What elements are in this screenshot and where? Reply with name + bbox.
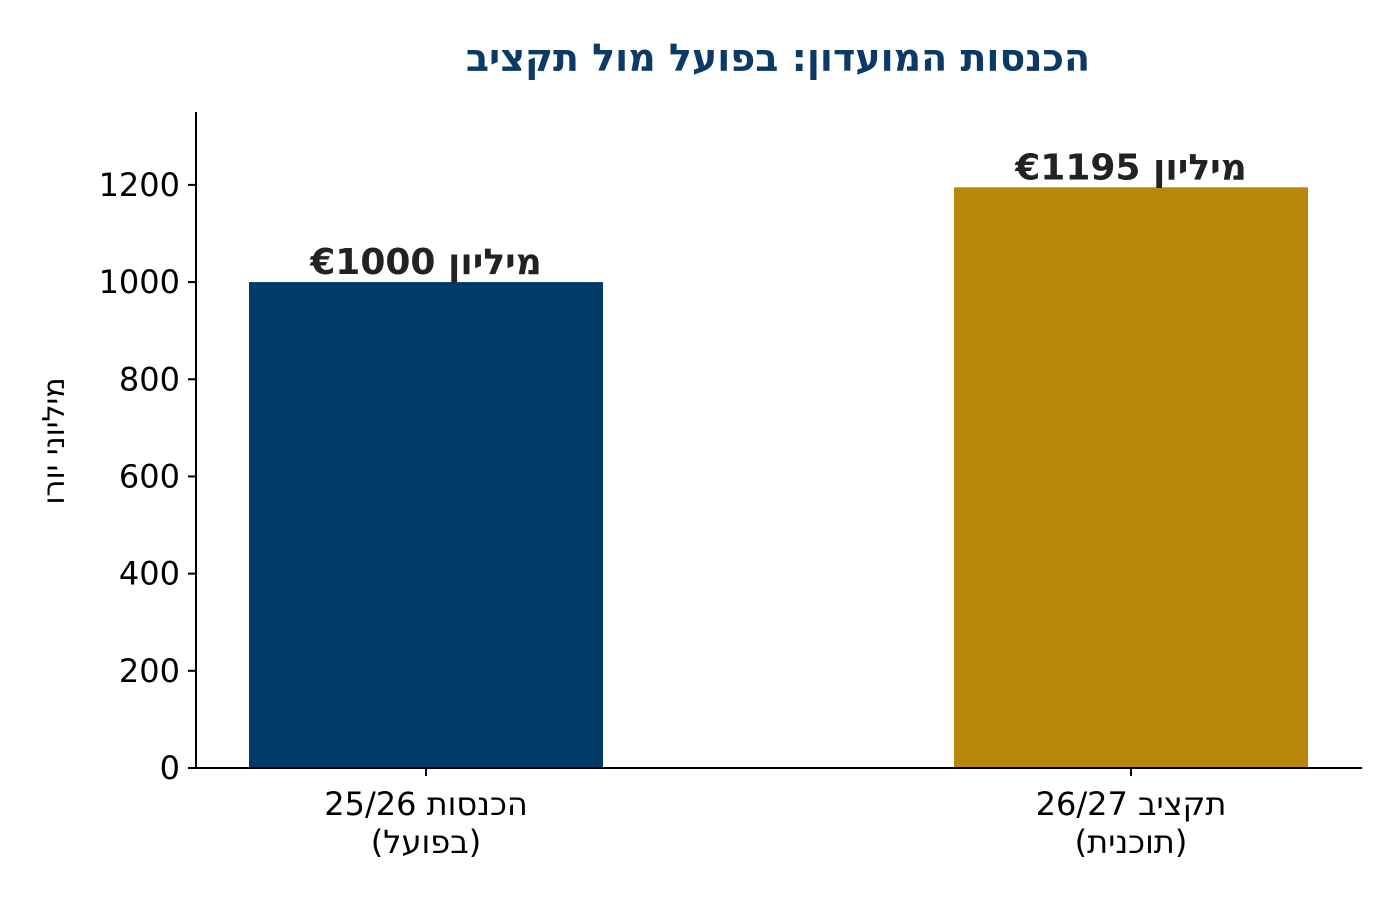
data-labels: €1000 מיליון €1195 מיליון (309, 147, 1247, 283)
x-axis-ticks: הכנסות 25/26(בפועל) תקציב 26/27(תוכנית) (324, 768, 1226, 861)
y-tick-label-6: 1200 (99, 166, 180, 204)
bar-0 (249, 282, 603, 768)
x-category-label-0-line-1: (בפועל) (371, 823, 481, 861)
y-axis-ticks: 0 200 400 600 800 1000 1200 (99, 166, 196, 787)
y-tick-label-5: 1000 (99, 263, 180, 301)
y-tick-label-2: 400 (119, 555, 180, 593)
y-tick-label-4: 800 (119, 360, 180, 398)
y-tick-label-3: 600 (119, 457, 180, 495)
bar-value-label-1: €1195 מיליון (1014, 147, 1247, 188)
x-category-label-1-line-1: (תוכנית) (1075, 823, 1188, 861)
y-tick-label-0: 0 (160, 749, 180, 787)
bars (249, 187, 1308, 769)
bar-value-label-0: €1000 מיליון (309, 242, 542, 283)
x-category-label-1-line-0: תקציב 26/27 (1036, 785, 1227, 823)
chart-title: הכנסות המועדון: בפועל מול תקציב (466, 36, 1090, 80)
x-category-label-0-line-0: הכנסות 25/26 (324, 785, 528, 823)
bar-1 (954, 187, 1308, 769)
y-tick-label-1: 200 (119, 652, 180, 690)
y-axis-title: מיליוני יורו (37, 377, 72, 504)
